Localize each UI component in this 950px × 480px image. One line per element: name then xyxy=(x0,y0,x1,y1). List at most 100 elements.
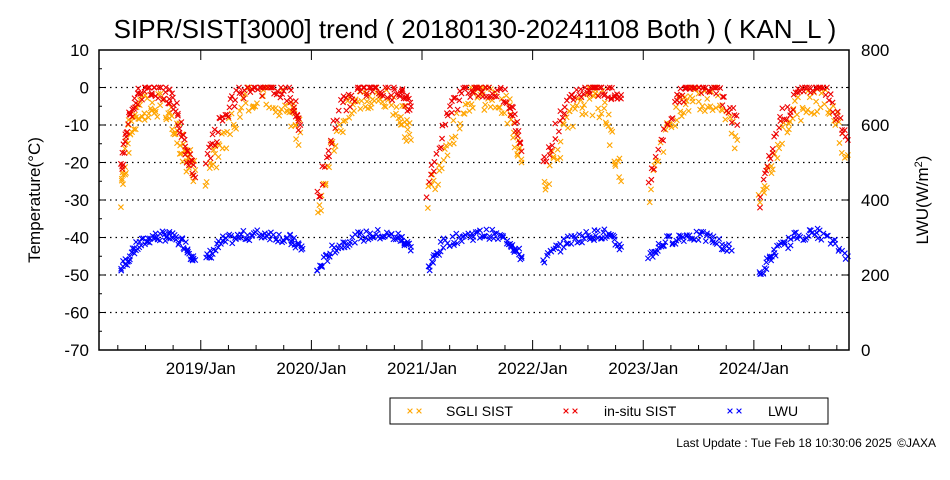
data-point xyxy=(438,144,445,151)
data-point xyxy=(138,96,145,103)
data-point xyxy=(608,231,615,238)
data-point xyxy=(771,246,777,253)
data-point xyxy=(483,226,490,233)
data-point xyxy=(276,112,283,119)
data-point xyxy=(122,138,129,145)
data-point xyxy=(549,142,556,149)
data-point xyxy=(578,94,585,101)
data-point xyxy=(136,102,143,109)
data-point xyxy=(577,86,584,93)
data-point xyxy=(719,93,726,100)
data-point xyxy=(771,133,778,140)
data-point xyxy=(120,141,127,148)
data-point xyxy=(385,84,392,91)
data-point xyxy=(779,140,786,147)
data-point xyxy=(707,103,714,110)
data-point xyxy=(560,235,567,242)
data-point xyxy=(233,125,240,132)
data-point xyxy=(182,239,189,246)
data-point xyxy=(286,84,293,91)
data-point xyxy=(253,100,260,107)
data-point xyxy=(438,165,445,172)
data-point xyxy=(252,103,259,110)
data-point xyxy=(579,239,585,246)
data-point xyxy=(598,110,605,117)
data-point xyxy=(764,164,771,171)
data-point xyxy=(162,89,169,96)
data-point xyxy=(431,158,438,165)
data-point xyxy=(351,98,358,105)
data-point xyxy=(829,109,836,116)
data-point xyxy=(496,104,503,111)
data-point xyxy=(591,237,598,244)
data-point xyxy=(318,207,325,214)
data-point xyxy=(351,239,358,246)
data-point xyxy=(595,105,602,112)
data-point xyxy=(286,232,293,239)
data-point xyxy=(244,232,251,239)
data-point xyxy=(344,98,351,105)
data-point xyxy=(363,90,370,97)
data-point xyxy=(388,102,395,109)
data-point xyxy=(618,92,625,98)
data-point xyxy=(518,159,525,166)
data-point xyxy=(405,95,412,102)
left-tick-label: -30 xyxy=(64,191,89,210)
data-point xyxy=(677,108,684,115)
data-point xyxy=(836,139,843,146)
data-point xyxy=(760,270,767,277)
data-point xyxy=(820,230,827,237)
data-point xyxy=(138,235,145,242)
data-point xyxy=(357,229,364,236)
data-point xyxy=(506,96,513,103)
data-point xyxy=(579,105,586,112)
data-point xyxy=(207,155,214,162)
data-point xyxy=(713,240,720,247)
data-point xyxy=(699,103,706,110)
data-point xyxy=(254,227,261,234)
data-point xyxy=(456,97,463,104)
data-point xyxy=(662,239,669,246)
data-point xyxy=(779,105,786,112)
data-point xyxy=(401,134,408,141)
data-point xyxy=(583,228,590,235)
data-point xyxy=(497,86,504,93)
x-tick-label: 2022/Jan xyxy=(498,359,568,378)
data-point xyxy=(552,120,559,127)
data-point xyxy=(707,232,714,239)
data-point xyxy=(277,94,284,101)
data-point xyxy=(452,133,459,140)
data-point xyxy=(781,241,788,248)
data-point xyxy=(516,140,523,147)
data-point xyxy=(784,129,791,136)
data-point xyxy=(787,236,794,243)
data-point xyxy=(546,152,553,159)
data-point xyxy=(720,93,727,100)
data-point xyxy=(591,84,598,91)
data-point xyxy=(316,193,323,200)
data-point xyxy=(168,113,175,120)
data-point xyxy=(596,114,603,121)
data-point xyxy=(148,92,155,99)
data-point xyxy=(618,243,625,250)
data-point xyxy=(162,84,169,91)
data-point xyxy=(157,102,164,109)
data-point xyxy=(491,93,498,100)
data-point xyxy=(664,121,671,128)
data-point xyxy=(340,118,347,125)
data-point xyxy=(554,156,561,163)
data-point xyxy=(119,149,126,156)
data-point xyxy=(813,98,820,105)
data-point xyxy=(509,241,516,248)
data-point xyxy=(407,137,414,143)
data-point xyxy=(315,209,321,216)
data-point xyxy=(554,146,561,153)
data-point xyxy=(361,84,368,91)
data-point xyxy=(826,111,833,118)
data-point xyxy=(734,122,741,128)
data-point xyxy=(186,250,193,257)
data-point xyxy=(704,95,711,102)
data-point xyxy=(166,228,173,235)
data-point xyxy=(246,237,253,244)
data-point xyxy=(774,155,781,162)
